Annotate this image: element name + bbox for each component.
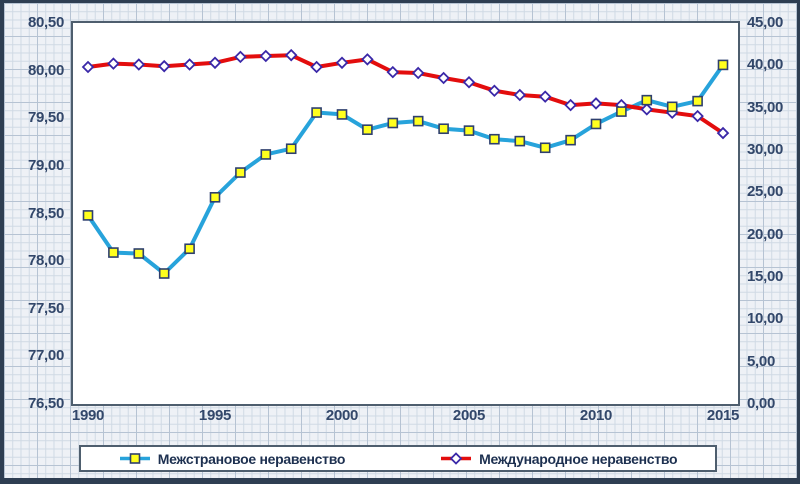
diamond-marker [234, 50, 247, 64]
blue-square-series-icon [119, 453, 150, 464]
square-marker [108, 247, 119, 258]
square-marker [717, 59, 729, 71]
x-tick-label: 1995 [198, 407, 232, 424]
square-marker [387, 117, 399, 129]
diamond-marker [361, 53, 374, 66]
diamond-marker [564, 98, 577, 112]
square-marker [463, 125, 475, 136]
x-tick-label: 2005 [452, 407, 486, 424]
square-marker [412, 115, 424, 127]
diamond-marker [488, 84, 501, 98]
square-marker [590, 118, 602, 130]
left-tick-label: 79,50 [27, 109, 64, 127]
diamond-marker [208, 56, 222, 70]
diamond-marker [589, 97, 603, 110]
x-tick-label: 2015 [706, 407, 740, 424]
square-marker [82, 210, 94, 221]
right-tick-label: 40,00 [747, 56, 784, 74]
diamond-marker [462, 75, 476, 89]
right-tick-label: 45,00 [747, 14, 784, 31]
legend-label: Международное неравенство [479, 450, 678, 467]
left-tick-label: 80,00 [27, 61, 64, 79]
diamond-marker [284, 48, 298, 62]
left-tick-label: 77,50 [27, 299, 64, 317]
diamond-marker [183, 58, 196, 71]
diamond-marker [335, 56, 349, 70]
diamond-marker [107, 57, 120, 70]
diamond-marker [691, 109, 704, 123]
plot-area [71, 21, 740, 406]
diamond-marker [640, 103, 654, 116]
square-marker [692, 95, 703, 107]
diamond-marker [157, 59, 171, 73]
diamond-marker [132, 58, 146, 71]
square-marker [133, 248, 145, 259]
diamond-marker [716, 126, 730, 140]
square-marker [616, 106, 627, 117]
left-tick-label: 76,50 [27, 395, 64, 412]
x-tick-label: 1990 [71, 407, 105, 424]
square-marker [158, 268, 170, 279]
square-marker [565, 134, 576, 146]
square-marker [235, 167, 246, 178]
diamond-marker [310, 60, 323, 74]
diamond-marker [411, 66, 425, 80]
legend: Межстрановое неравенство Международное н… [79, 445, 717, 472]
right-tick-label: 5,00 [747, 352, 775, 370]
left-tick-label: 80,50 [27, 14, 64, 31]
right-tick-label: 10,00 [747, 310, 784, 328]
square-marker [438, 123, 449, 135]
left-tick-label: 79,00 [27, 156, 64, 174]
square-marker [641, 94, 653, 106]
square-marker [209, 192, 221, 203]
square-marker [184, 243, 195, 255]
right-tick-label: 0,00 [747, 395, 775, 412]
diamond-marker [513, 88, 527, 102]
square-marker [336, 109, 348, 120]
square-marker [311, 107, 322, 118]
line-chart [81, 48, 730, 279]
square-marker [362, 124, 373, 135]
x-tick-label: 2000 [325, 407, 359, 424]
right-tick-label: 35,00 [747, 98, 784, 116]
left-tick-label: 78,50 [27, 204, 64, 222]
diamond-marker [538, 90, 552, 103]
square-marker [285, 143, 297, 155]
square-marker [260, 149, 272, 160]
x-tick-label: 2010 [579, 407, 613, 424]
right-tick-label: 20,00 [747, 225, 784, 243]
diamond-marker [81, 60, 95, 74]
diamond-marker [386, 65, 400, 79]
square-marker [539, 142, 551, 154]
diamond-marker [437, 71, 450, 85]
square-marker [489, 133, 500, 145]
right-tick-label: 25,00 [747, 183, 784, 201]
square-marker [666, 101, 678, 113]
right-tick-label: 15,00 [747, 268, 784, 285]
legend-label: Межстрановое неравенство [157, 450, 346, 467]
diamond-marker [259, 49, 273, 63]
legend-item-intercountry: Межстрановое неравенство [119, 451, 345, 467]
legend-item-international: Международное неравенство [440, 450, 678, 467]
series-line-0 [86, 62, 725, 276]
left-tick-label: 77,00 [27, 347, 64, 365]
square-marker [514, 135, 526, 147]
left-tick-label: 78,00 [27, 252, 64, 270]
right-tick-label: 30,00 [747, 141, 784, 158]
red-diamond-series-icon [441, 452, 472, 465]
